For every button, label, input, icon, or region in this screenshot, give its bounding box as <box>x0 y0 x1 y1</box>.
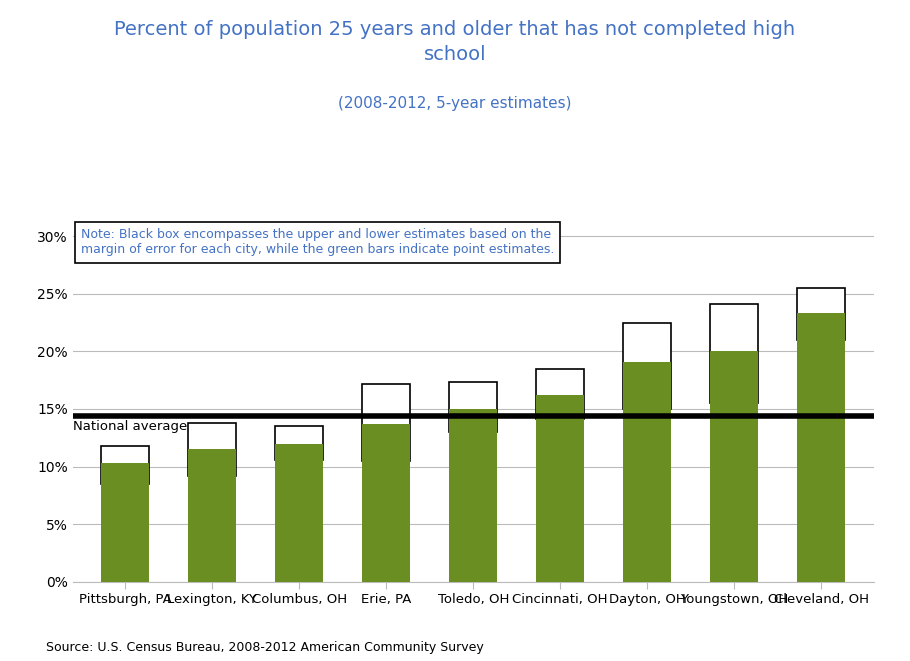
Bar <box>188 449 236 582</box>
Bar <box>362 424 410 582</box>
Bar <box>711 304 758 403</box>
Bar <box>536 395 584 582</box>
Text: Note: Black box encompasses the upper and lower estimates based on the
margin of: Note: Black box encompasses the upper an… <box>81 228 554 256</box>
Bar <box>362 383 410 461</box>
Bar <box>188 423 236 476</box>
Bar <box>450 383 497 432</box>
Text: National average: National average <box>73 420 187 434</box>
Text: Percent of population 25 years and older that has not completed high
school: Percent of population 25 years and older… <box>115 20 795 64</box>
Bar <box>275 444 323 582</box>
Bar <box>101 446 149 484</box>
Bar <box>623 323 672 409</box>
Bar <box>711 352 758 582</box>
Text: Source: U.S. Census Bureau, 2008-2012 American Community Survey: Source: U.S. Census Bureau, 2008-2012 Am… <box>46 641 483 654</box>
Bar <box>623 362 672 582</box>
Bar <box>797 313 845 582</box>
Bar <box>275 426 323 459</box>
Bar <box>536 369 584 419</box>
Text: (2008-2012, 5-year estimates): (2008-2012, 5-year estimates) <box>339 96 571 111</box>
Bar <box>797 288 845 340</box>
Bar <box>450 409 497 582</box>
Bar <box>101 463 149 582</box>
